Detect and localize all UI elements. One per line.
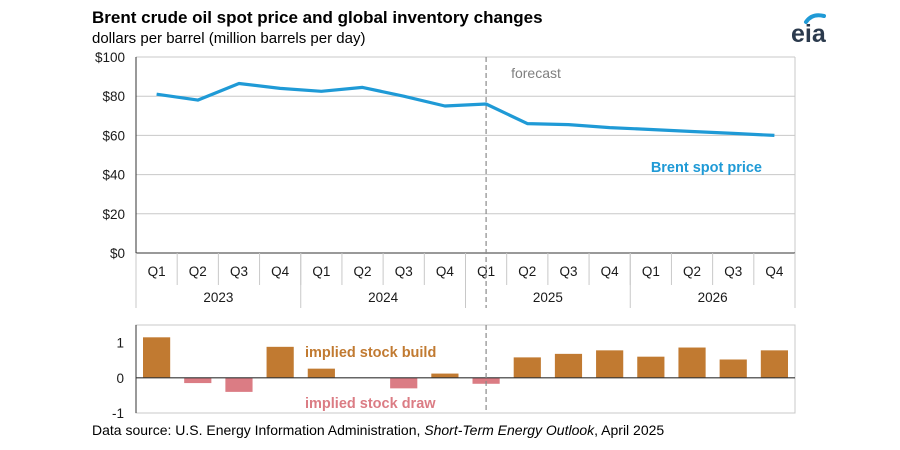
- source-publication: Short-Term Energy Outlook: [424, 422, 595, 438]
- logo-swoosh-icon: [804, 13, 826, 24]
- inventory-bar: [513, 357, 541, 378]
- inventory-bar: [472, 377, 500, 384]
- quarter-label: Q1: [642, 264, 660, 279]
- year-label: 2024: [368, 290, 399, 305]
- inventory-bar: [225, 377, 253, 392]
- inventory-bar: [719, 359, 747, 378]
- inventory-bar: [637, 356, 665, 378]
- year-label: 2026: [698, 290, 728, 305]
- inventory-bar: [760, 350, 788, 378]
- eia-logo: eia: [791, 13, 827, 48]
- source-prefix: Data source: U.S. Energy Information Adm…: [92, 422, 424, 438]
- inventory-bar: [596, 350, 624, 378]
- data-source: Data source: U.S. Energy Information Adm…: [92, 422, 664, 438]
- price-y-tick-label: $100: [95, 50, 125, 65]
- inventory-bar: [184, 377, 212, 384]
- inventory-bar: [143, 337, 171, 378]
- inventory-y-tick-label: 0: [116, 371, 124, 386]
- logo-text: eia: [791, 20, 827, 48]
- quarter-label: Q2: [189, 264, 207, 279]
- inventory-y-tick-label: -1: [112, 406, 124, 421]
- quarter-label: Q4: [601, 264, 620, 279]
- chart-subtitle: dollars per barrel (million barrels per …: [92, 30, 365, 47]
- quarter-label: Q1: [148, 264, 166, 279]
- quarter-label: Q3: [230, 264, 248, 279]
- quarter-label: Q3: [395, 264, 413, 279]
- source-suffix: , April 2025: [594, 422, 664, 438]
- chart-title: Brent crude oil spot price and global in…: [92, 8, 543, 27]
- price-y-tick-label: $80: [102, 89, 125, 104]
- quarter-label: Q3: [724, 264, 742, 279]
- inventory-y-tick-label: 1: [116, 336, 124, 351]
- year-label: 2025: [533, 290, 563, 305]
- inventory-bar: [678, 347, 706, 378]
- inventory-bar: [431, 373, 459, 378]
- inventory-bar: [554, 353, 583, 378]
- inventory-bar: [390, 377, 418, 389]
- inventory-bar: [266, 346, 294, 378]
- quarter-label: Q4: [436, 264, 455, 279]
- inventory-panel: -1 0 1 implied stock build implied stock dra…: [112, 324, 796, 421]
- quarter-label: Q2: [354, 264, 372, 279]
- quarter-label: Q4: [765, 264, 784, 279]
- series-label-brent: Brent spot price: [651, 160, 762, 176]
- price-y-tick-label: $0: [110, 246, 125, 261]
- annotation-stock-draw: implied stock draw: [305, 396, 436, 412]
- inventory-bar: [307, 368, 335, 378]
- quarter-label: Q3: [559, 264, 577, 279]
- price-y-tick-label: $60: [102, 128, 125, 143]
- price-panel: $0 $20 $40 $60 $80 $100 Q1 Q2 Q3 Q4 Q1 Q2 Q3 Q4 Q1 Q2 Q3…: [95, 50, 796, 308]
- quarter-label: Q1: [312, 264, 330, 279]
- price-y-tick-label: $20: [102, 207, 125, 222]
- quarter-label: Q2: [518, 264, 536, 279]
- year-label: 2023: [203, 290, 233, 305]
- annotation-stock-build: implied stock build: [305, 345, 436, 361]
- brent-price-line: [156, 81, 775, 137]
- quarter-label: Q2: [683, 264, 701, 279]
- forecast-label: forecast: [511, 65, 561, 81]
- price-y-tick-label: $40: [102, 168, 125, 183]
- quarter-label: Q1: [477, 264, 495, 279]
- quarter-label: Q4: [271, 264, 290, 279]
